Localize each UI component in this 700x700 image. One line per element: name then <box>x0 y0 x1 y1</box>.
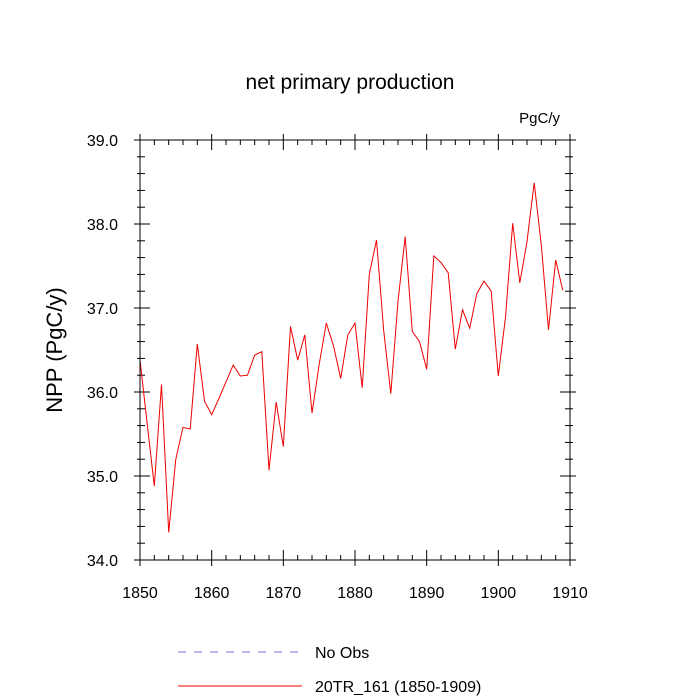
data-point <box>239 375 241 377</box>
data-point <box>146 423 148 425</box>
data-point <box>225 381 227 383</box>
y-axis-label: NPP (PgC/y) <box>42 287 67 413</box>
data-point <box>361 387 363 389</box>
data-point <box>203 400 205 402</box>
data-point <box>483 280 485 282</box>
data-point <box>175 458 177 460</box>
data-point <box>311 412 313 414</box>
data-point <box>476 293 478 295</box>
data-point <box>461 308 463 310</box>
plot-frame <box>139 139 571 561</box>
data-point <box>490 290 492 292</box>
data-point <box>468 327 470 329</box>
data-point <box>397 300 399 302</box>
y-tick-label: 37.0 <box>87 301 118 318</box>
x-tick-label: 1860 <box>194 585 230 602</box>
data-point <box>418 340 420 342</box>
units-label: PgC/y <box>519 110 560 127</box>
legend-label-0: No Obs <box>315 645 369 662</box>
data-point <box>382 329 384 331</box>
x-tick-label: 1880 <box>337 585 373 602</box>
data-point <box>454 348 456 350</box>
data-point <box>562 289 564 291</box>
data-point <box>253 354 255 356</box>
data-point <box>526 240 528 242</box>
x-tick-label: 1900 <box>481 585 517 602</box>
chart-title: net primary production <box>246 71 455 94</box>
y-tick-label: 36.0 <box>87 385 118 402</box>
data-point <box>210 413 212 415</box>
axis-ticks <box>134 134 576 566</box>
data-point <box>504 316 506 318</box>
series-line-1 <box>139 182 564 533</box>
axis-tick-labels: 1850 1860 1870 1880 1890 1900 1910 34.0 35.0 36.0… <box>87 133 588 602</box>
data-point <box>218 398 220 400</box>
data-point <box>246 374 248 376</box>
data-point <box>390 392 392 394</box>
series-group <box>139 182 564 533</box>
data-point <box>189 428 191 430</box>
data-point <box>511 222 513 224</box>
data-point <box>282 445 284 447</box>
x-tick-label: 1870 <box>266 585 302 602</box>
data-point <box>232 364 234 366</box>
data-point <box>153 485 155 487</box>
data-point <box>411 330 413 332</box>
data-point <box>268 469 270 471</box>
data-point <box>519 282 521 284</box>
data-point <box>447 272 449 274</box>
data-point <box>425 368 427 370</box>
data-point <box>296 359 298 361</box>
legend-label-1: 20TR_161 (1850-1909) <box>315 679 481 696</box>
y-tick-label: 34.0 <box>87 553 118 570</box>
x-tick-label: 1850 <box>122 585 158 602</box>
data-point <box>289 325 291 327</box>
data-point <box>368 273 370 275</box>
data-point <box>440 261 442 263</box>
y-tick-label: 38.0 <box>87 217 118 234</box>
data-point <box>540 244 542 246</box>
data-point <box>318 363 320 365</box>
data-point <box>160 383 162 385</box>
legend: No Obs 20TR_161 (1850-1909) <box>178 645 481 696</box>
x-tick-label: 1910 <box>552 585 588 602</box>
data-point <box>167 531 169 533</box>
data-point <box>554 259 556 261</box>
y-tick-label: 39.0 <box>87 133 118 150</box>
x-tick-label: 1890 <box>409 585 445 602</box>
data-point <box>433 255 435 257</box>
data-point <box>339 377 341 379</box>
y-tick-label: 35.0 <box>87 469 118 486</box>
data-point <box>375 239 377 241</box>
data-point <box>304 334 306 336</box>
data-point <box>497 375 499 377</box>
data-point <box>347 334 349 336</box>
data-point <box>332 345 334 347</box>
data-point <box>261 350 263 352</box>
data-point <box>404 235 406 237</box>
data-point <box>325 322 327 324</box>
data-point <box>533 182 535 184</box>
data-point <box>354 322 356 324</box>
data-point <box>275 401 277 403</box>
data-point <box>547 329 549 331</box>
data-point <box>196 343 198 345</box>
data-point <box>182 426 184 428</box>
